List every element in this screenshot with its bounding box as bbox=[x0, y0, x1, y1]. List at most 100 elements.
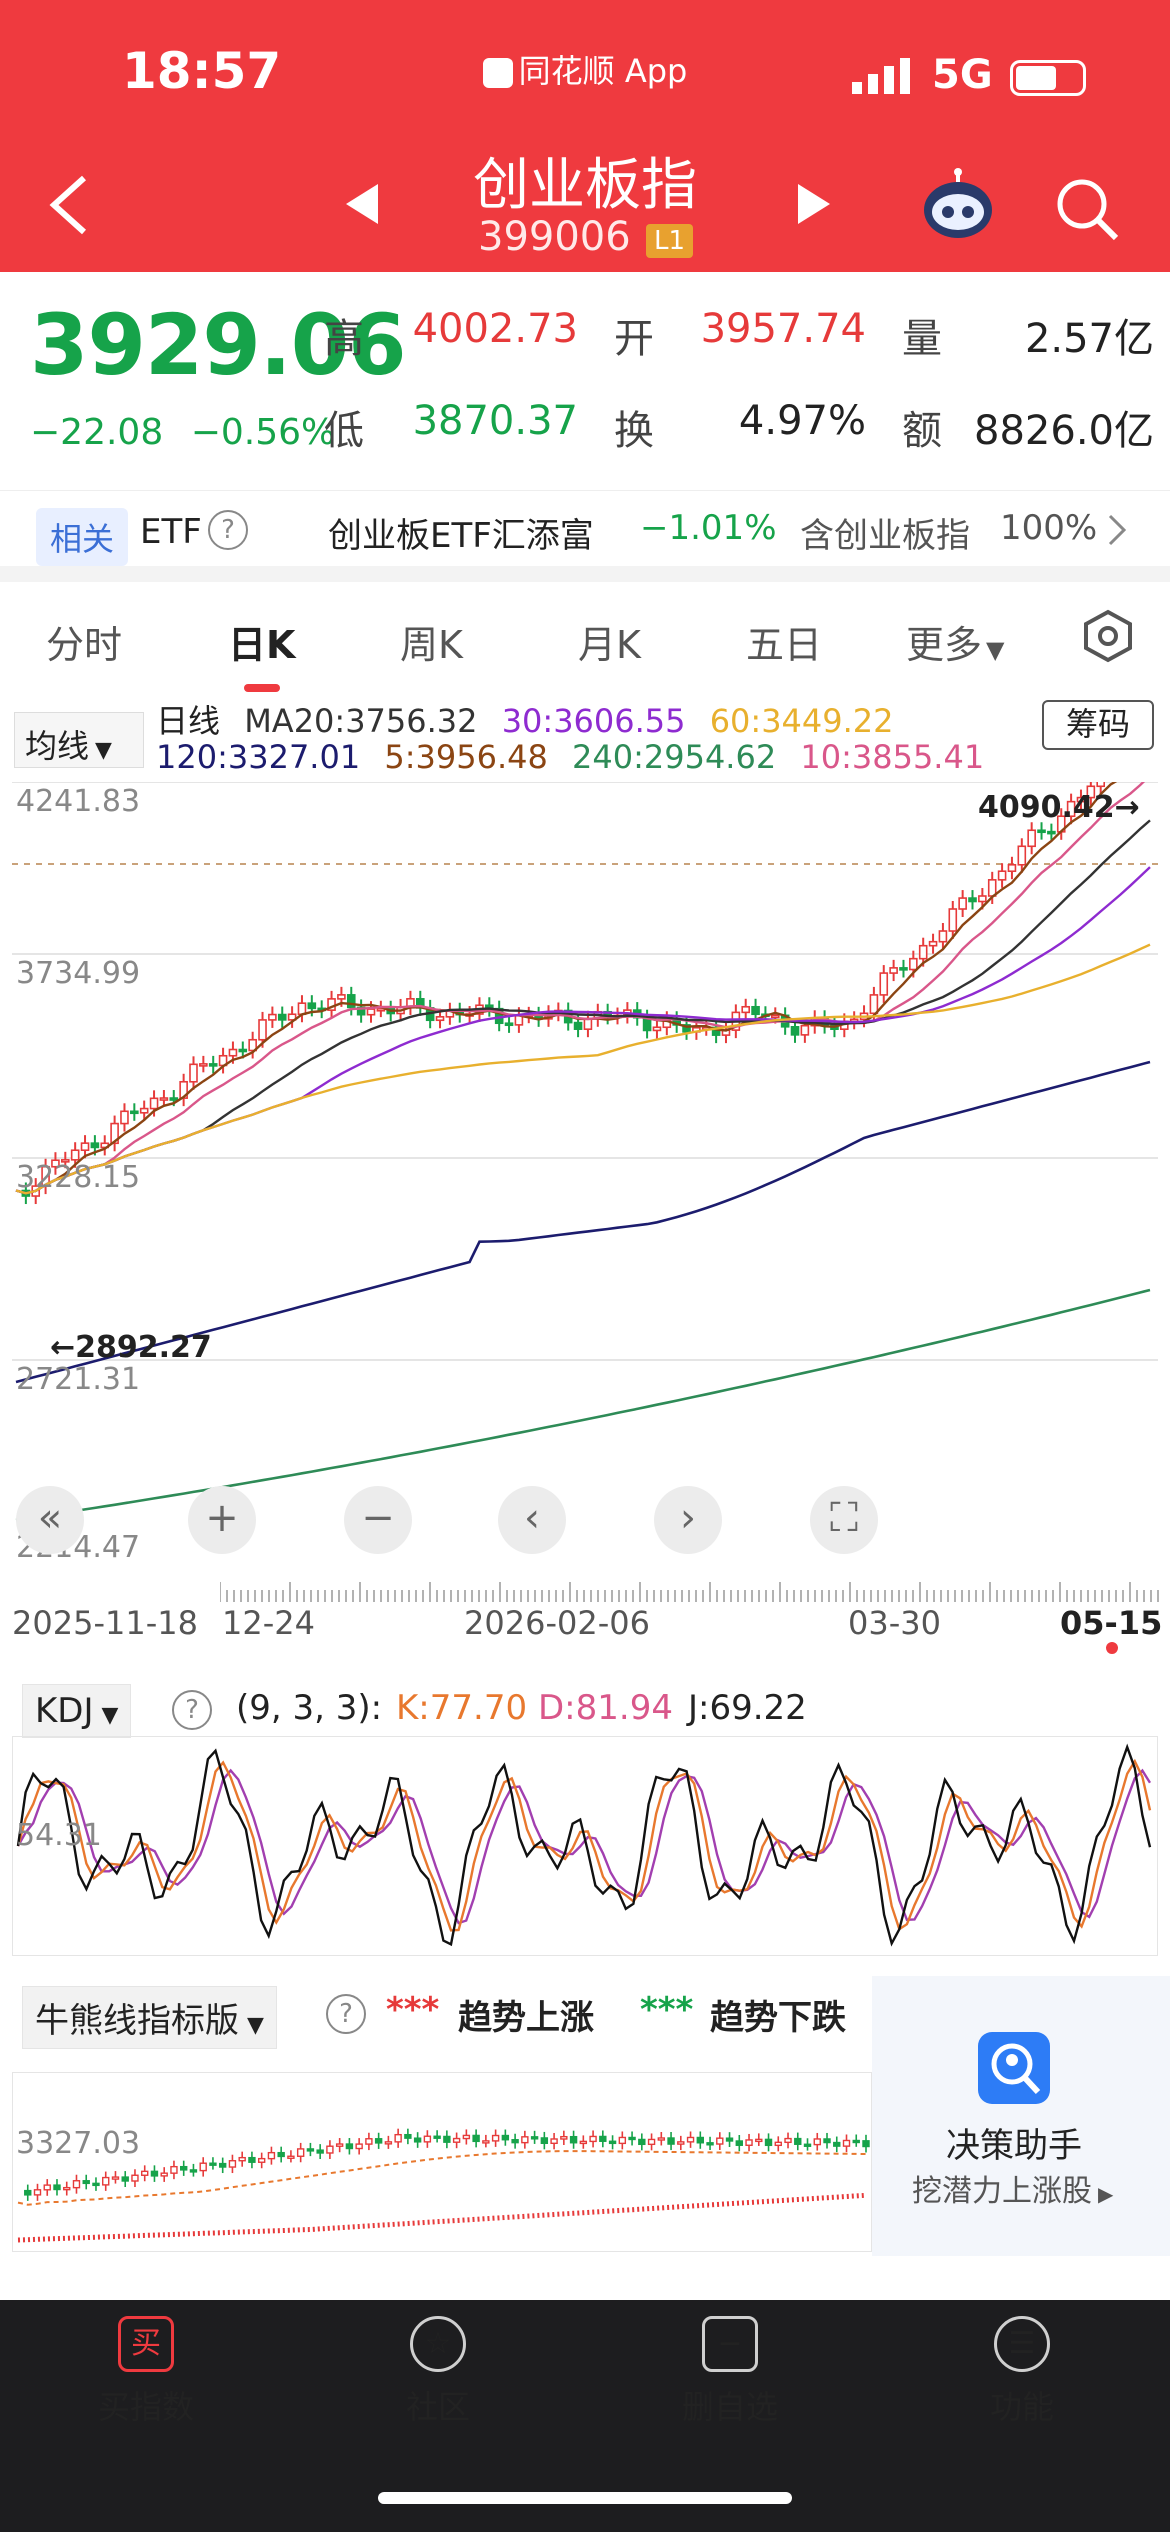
candle-body bbox=[90, 1142, 100, 1149]
tabbar-functions[interactable]: ☰ 功能 bbox=[922, 2316, 1122, 2428]
tab-daily-k[interactable]: 日K bbox=[228, 623, 296, 667]
trend-down-marks: *** bbox=[640, 1990, 694, 2030]
caret-down-icon: ▼ bbox=[95, 738, 112, 763]
candle-body bbox=[70, 1149, 80, 1161]
candle-body bbox=[948, 908, 958, 932]
tab-monthly-k[interactable]: 月K bbox=[578, 623, 641, 667]
bull-bear-candle-body bbox=[725, 2137, 734, 2142]
etf-fund-name[interactable]: 创业板ETF汇添富 bbox=[328, 516, 594, 556]
decision-helper-card[interactable] bbox=[872, 1976, 1170, 2256]
chevron-right-icon[interactable] bbox=[1104, 512, 1128, 552]
related-etf-row[interactable] bbox=[0, 490, 1170, 580]
candle-body bbox=[435, 1016, 445, 1022]
fullscreen-button[interactable]: ⛶ bbox=[810, 1486, 878, 1554]
candle-body bbox=[682, 1024, 691, 1033]
candlestick-chart[interactable] bbox=[12, 782, 1158, 1582]
candle-body bbox=[110, 1122, 119, 1145]
bull-bear-candle-body bbox=[267, 2151, 276, 2160]
status-time: 18:57 bbox=[122, 42, 282, 100]
prev-index-button[interactable] bbox=[342, 182, 382, 230]
candle-body bbox=[268, 1013, 277, 1021]
bull-bear-candle-body bbox=[189, 2169, 198, 2173]
bull-bear-candle-body bbox=[443, 2135, 451, 2143]
zoom-in-button[interactable]: + bbox=[188, 1486, 256, 1554]
bull-bear-candle-body bbox=[170, 2165, 178, 2174]
candle-body bbox=[889, 967, 898, 974]
section-divider bbox=[0, 566, 1170, 582]
app-logo-icon bbox=[482, 58, 513, 88]
bull-bear-candle-body bbox=[764, 2138, 773, 2147]
bull-bear-candle-body bbox=[413, 2137, 422, 2143]
bull-bear-candle-body bbox=[180, 2165, 188, 2171]
ma120-value: 120:3327.01 bbox=[156, 738, 361, 776]
candle-body bbox=[130, 1110, 139, 1115]
tabbar-buy-index[interactable]: 买 买指数 bbox=[46, 2316, 246, 2428]
bull-bear-trend-line bbox=[17, 2150, 867, 2206]
kdj-dropdown[interactable]: KDJ ▼ bbox=[22, 1684, 132, 1738]
bull-bear-candle-body bbox=[141, 2170, 149, 2176]
search-icon[interactable] bbox=[1054, 176, 1120, 246]
bull-bear-candle-body bbox=[423, 2135, 432, 2143]
ma5-value: 5:3956.48 bbox=[384, 738, 548, 776]
menu-icon: ☰ bbox=[994, 2316, 1050, 2372]
trend-up-label: 趋势上涨 bbox=[458, 1998, 594, 2038]
rewind-button[interactable]: « bbox=[16, 1486, 84, 1554]
scroll-left-button[interactable]: ‹ bbox=[498, 1486, 566, 1554]
zoom-out-button[interactable]: − bbox=[344, 1486, 412, 1554]
kdj-j-line bbox=[16, 1743, 1152, 1947]
bull-bear-candle-body bbox=[745, 2139, 753, 2146]
back-button[interactable] bbox=[44, 170, 94, 244]
magnifier-person-icon bbox=[978, 2032, 1050, 2108]
bull-bear-candle-body bbox=[511, 2139, 519, 2144]
candle-body bbox=[169, 1097, 179, 1101]
bull-bear-candle-body bbox=[199, 2162, 207, 2172]
scroll-right-button[interactable]: › bbox=[654, 1486, 722, 1554]
tab-more[interactable]: 更多 ▼ bbox=[906, 614, 1004, 669]
settings-hexagon-icon[interactable] bbox=[1080, 608, 1136, 668]
bull-bear-candle-body bbox=[589, 2135, 597, 2143]
candle-body bbox=[504, 1022, 514, 1027]
tabbar-label: 删自选 bbox=[681, 2388, 778, 2426]
candle-body bbox=[258, 1019, 267, 1041]
ma240-value: 240:2954.62 bbox=[572, 738, 777, 776]
bull-bear-candle-body bbox=[521, 2136, 529, 2144]
robot-assistant-icon[interactable] bbox=[920, 168, 996, 248]
tab-five-day[interactable]: 五日 bbox=[746, 623, 823, 667]
bull-bear-frame bbox=[12, 2072, 872, 2252]
buy-icon: 买 bbox=[118, 2316, 174, 2372]
candle-body bbox=[149, 1097, 159, 1110]
price-axis-label: 2721.31 bbox=[16, 1362, 141, 1397]
help-icon[interactable]: ? bbox=[326, 1994, 366, 2034]
price-axis-label: 3228.15 bbox=[16, 1160, 141, 1195]
tab-weekly-k[interactable]: 周K bbox=[400, 623, 463, 667]
bull-bear-candle-body bbox=[618, 2136, 627, 2145]
bull-bear-candle-body bbox=[472, 2134, 480, 2143]
bull-bear-candle-body bbox=[638, 2138, 646, 2146]
bull-bear-candle-body bbox=[647, 2138, 656, 2146]
price-axis-label: 4241.83 bbox=[16, 784, 141, 819]
turnover-label: 换 bbox=[614, 408, 654, 454]
average-line-dropdown[interactable]: 均线 ▼ bbox=[14, 712, 144, 768]
bull-bear-candle-body bbox=[706, 2142, 714, 2146]
kdj-indicator-chart[interactable] bbox=[12, 1736, 1158, 1956]
bull-bear-candle-body bbox=[716, 2137, 724, 2145]
bull-bear-candle-body bbox=[579, 2140, 588, 2145]
tabbar-remove-watchlist[interactable]: − 删自选 bbox=[630, 2316, 830, 2428]
candle-body bbox=[1007, 863, 1017, 873]
bull-bear-candle-body bbox=[813, 2138, 821, 2146]
candle-body bbox=[80, 1142, 90, 1152]
bull-bear-candle-body bbox=[111, 2176, 120, 2180]
candle-body bbox=[741, 1005, 751, 1014]
help-icon[interactable]: ? bbox=[172, 1690, 212, 1730]
trend-up-marks: *** bbox=[386, 1990, 440, 2030]
next-index-button[interactable] bbox=[794, 182, 834, 230]
bull-bear-candle-body bbox=[452, 2137, 461, 2143]
tab-intraday[interactable]: 分时 bbox=[46, 623, 123, 667]
caret-down-icon: ▼ bbox=[247, 2013, 264, 2038]
bull-bear-chart[interactable] bbox=[12, 2072, 872, 2252]
chip-distribution-button[interactable]: 筹码 bbox=[1042, 700, 1154, 750]
bull-bear-dropdown[interactable]: 牛熊线指标版 ▼ bbox=[22, 1986, 277, 2049]
help-icon[interactable]: ? bbox=[208, 510, 248, 550]
candle-body bbox=[978, 895, 987, 903]
tabbar-community[interactable]: ☆ 社区 bbox=[338, 2316, 538, 2428]
